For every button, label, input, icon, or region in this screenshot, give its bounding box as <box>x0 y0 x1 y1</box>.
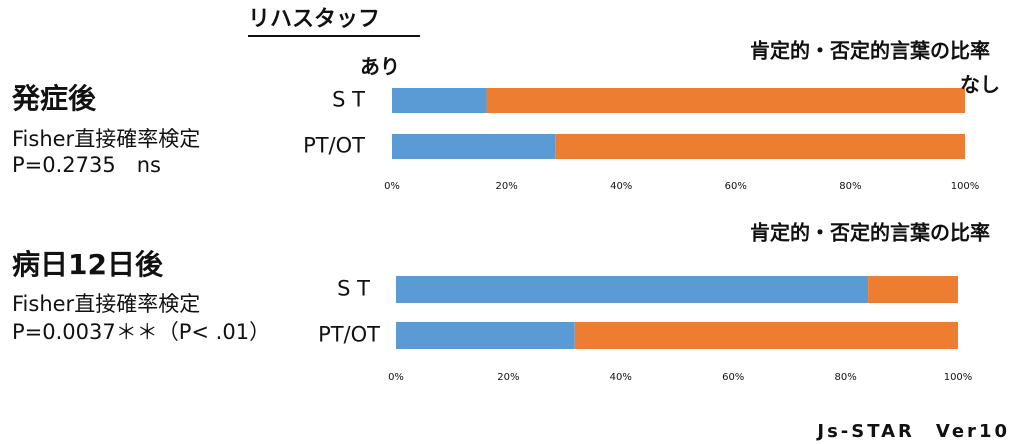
x-tick-label: 60% <box>725 181 747 192</box>
section-heading: 発症後 <box>11 82 97 115</box>
header: リハスタッフ <box>248 7 380 32</box>
section-test: Fisher直接確率検定 <box>12 127 200 151</box>
x-tick-label: 0% <box>384 181 400 192</box>
y-tick-label: S T <box>337 277 370 301</box>
bar-segment <box>486 88 965 113</box>
y-tick-label: S T <box>332 88 365 112</box>
bar-segment <box>574 322 958 349</box>
x-tick-label: 80% <box>839 181 861 192</box>
bar-segment <box>392 88 487 113</box>
section-heading: 病日12日後 <box>12 248 164 281</box>
bar-segment <box>868 276 958 303</box>
x-tick-label: 0% <box>388 372 404 383</box>
x-tick-label: 100% <box>944 372 973 383</box>
section-result: P=0.2735 ns <box>12 153 161 177</box>
chart-title: 肯定的・否定的言葉の比率 <box>750 221 990 245</box>
chart-title: 肯定的・否定的言葉の比率 <box>750 39 990 63</box>
x-tick-label: 40% <box>610 372 632 383</box>
x-tick-label: 60% <box>722 372 744 383</box>
bar-segment <box>392 134 556 159</box>
bar-segment <box>396 276 869 303</box>
x-tick-label: 20% <box>495 181 517 192</box>
section-test: Fisher直接確率検定 <box>12 292 200 316</box>
y-tick-label: PT/OT <box>303 134 365 158</box>
legend-label: なし <box>960 73 1000 97</box>
legend-label: あり <box>360 55 400 79</box>
x-tick-label: 80% <box>834 372 856 383</box>
footer: Js-STAR Ver10 <box>815 421 1010 442</box>
bar-segment <box>555 134 965 159</box>
x-tick-label: 100% <box>951 181 980 192</box>
y-tick-label: PT/OT <box>318 323 380 347</box>
x-tick-label: 40% <box>610 181 632 192</box>
bar-segment <box>396 322 575 349</box>
section-result: P=0.0037＊＊（P< .01） <box>12 320 270 344</box>
x-tick-label: 20% <box>497 372 519 383</box>
